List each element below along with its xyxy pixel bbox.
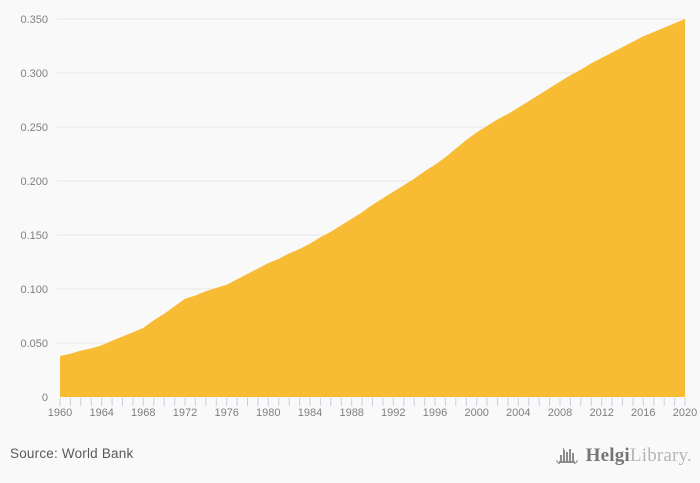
y-tick-label: 0.100: [20, 284, 48, 296]
y-tick-label: 0.250: [20, 122, 48, 134]
area-chart: 1960 1964 1968 1972 1976 1980 1984 1988 1992 1996…: [20, 14, 697, 419]
brand-name-light: Library.: [629, 444, 692, 466]
helgi-skyline-icon: [555, 448, 578, 464]
y-tick-label: 0.200: [20, 176, 48, 188]
source-label: Source: World Bank: [10, 446, 134, 461]
x-tick-label: 2000: [464, 407, 488, 419]
chart-footer: Source: World Bank HelgiLibrary.: [0, 440, 700, 483]
x-tick-label: 1988: [339, 407, 363, 419]
x-tick-label: 2004: [506, 407, 530, 419]
x-tick-label: 2012: [589, 407, 613, 419]
x-tick-label: 1976: [214, 407, 238, 419]
x-tick-label: 1972: [173, 407, 197, 419]
x-tick-label: 2008: [548, 407, 572, 419]
y-tick-label: 0.350: [20, 14, 48, 26]
brand-name-bold: Helgi: [585, 444, 630, 466]
x-tick-label: 2020: [673, 407, 697, 419]
x-tick-label: 1968: [131, 407, 155, 419]
area-series: [60, 19, 685, 397]
x-tick-label: 1992: [381, 407, 405, 419]
y-tick-label: 0: [42, 392, 48, 404]
brand-logo[interactable]: HelgiLibrary.: [555, 443, 692, 468]
x-tick-label: 1996: [423, 407, 447, 419]
y-tick-label: 0.050: [20, 338, 48, 350]
brand-name: HelgiLibrary.: [586, 445, 692, 467]
x-tick-label: 1964: [89, 407, 113, 419]
x-tick-label: 1980: [256, 407, 280, 419]
x-tick-label: 2016: [631, 407, 655, 419]
x-tick-label: 1960: [48, 407, 72, 419]
y-tick-label: 0.300: [20, 68, 48, 80]
x-tick-label: 1984: [298, 407, 322, 419]
y-tick-label: 0.150: [20, 230, 48, 242]
